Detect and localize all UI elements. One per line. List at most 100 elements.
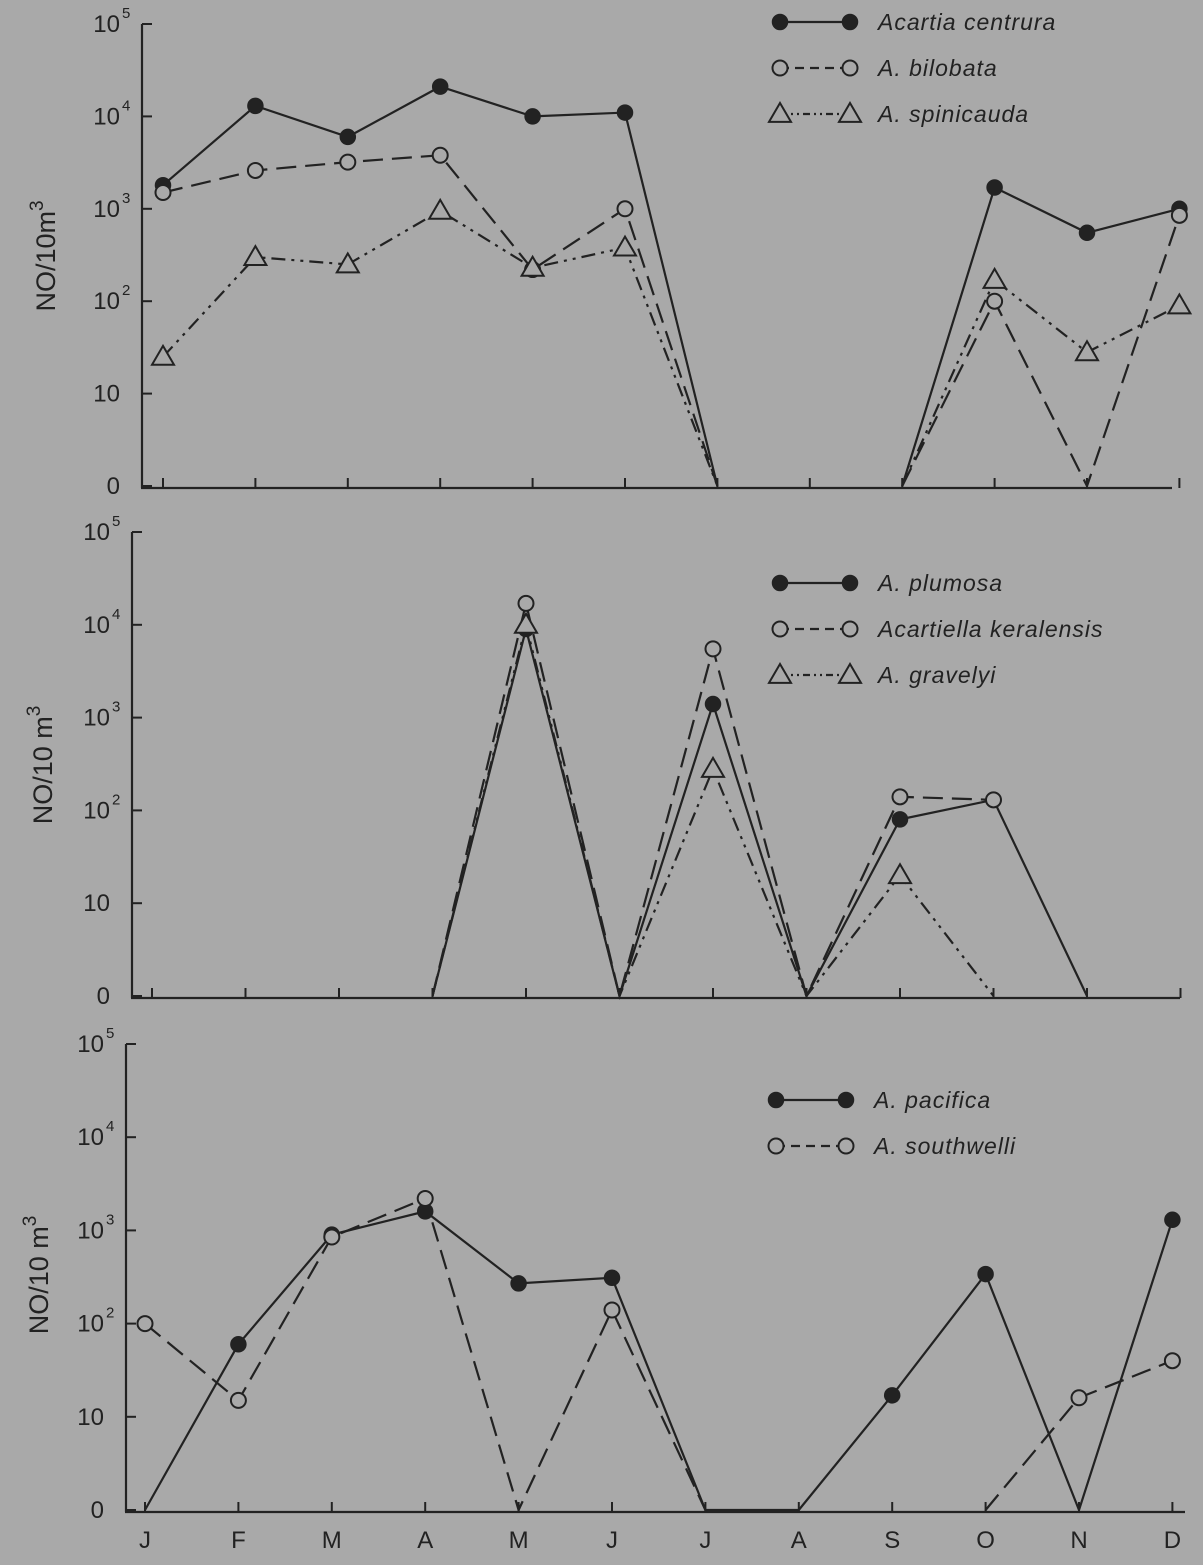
y-tick-exponent: 3 xyxy=(122,190,130,207)
y-tick-exponent: 5 xyxy=(106,1025,114,1042)
y-tick-exponent: 2 xyxy=(122,282,130,299)
legend-marker xyxy=(771,574,789,592)
legend-marker xyxy=(771,59,789,77)
data-point xyxy=(335,251,361,274)
data-point xyxy=(985,791,1002,809)
series-line xyxy=(901,214,1181,489)
y-tick-label: 0 xyxy=(97,983,110,1010)
data-point xyxy=(431,78,449,95)
legend-marker xyxy=(841,620,859,638)
x-tick-label: O xyxy=(976,1527,995,1554)
legend-item: A. spinicauda xyxy=(767,101,1028,127)
legend-marker xyxy=(841,574,859,592)
legend-label: Acartia centrura xyxy=(876,9,1056,35)
series-a-spinicauda xyxy=(150,197,1193,487)
legend-item: Acartia centrura xyxy=(771,9,1056,35)
data-point xyxy=(416,1189,434,1207)
data-point xyxy=(242,244,269,267)
data-point xyxy=(519,254,546,277)
y-tick-exponent: 4 xyxy=(112,606,120,623)
x-tick-label: N xyxy=(1070,1527,1087,1554)
data-point xyxy=(1164,1211,1181,1229)
data-point xyxy=(513,611,539,634)
y-tick-label: 10 xyxy=(83,797,110,824)
series-a-bilobata xyxy=(154,146,1188,489)
y-tick-label: 10 xyxy=(83,705,110,732)
data-point xyxy=(1078,224,1096,242)
y-axis-label: NO/10m3 xyxy=(27,200,61,311)
y-tick-exponent: 2 xyxy=(106,1305,114,1322)
y-tick-exponent: 4 xyxy=(106,1118,114,1135)
legend-label: A. gravelyi xyxy=(876,662,996,688)
legend-label: A. plumosa xyxy=(876,570,1003,596)
y-axis-label: NO/10 m3 xyxy=(24,706,58,825)
y-tick-exponent: 2 xyxy=(112,791,120,808)
x-tick-label: D xyxy=(1164,1527,1181,1554)
legend-label: A. pacifica xyxy=(872,1087,991,1113)
x-tick-label: S xyxy=(884,1527,900,1554)
series-line xyxy=(901,185,1180,487)
y-tick-label: 10 xyxy=(93,288,120,315)
x-tick-label: J xyxy=(139,1527,151,1554)
data-point xyxy=(704,640,722,658)
data-point xyxy=(883,1387,901,1404)
y-tick-label: 10 xyxy=(77,1217,104,1244)
legend-marker xyxy=(771,620,789,638)
legend-marker xyxy=(837,1137,855,1155)
data-point xyxy=(154,184,172,202)
x-tick-label: J xyxy=(606,1527,618,1554)
y-tick-label: 10 xyxy=(83,890,110,917)
legend-item: Acartiella keralensis xyxy=(771,616,1104,642)
data-point xyxy=(986,292,1004,310)
data-point xyxy=(1163,1352,1181,1370)
data-point xyxy=(247,97,264,115)
legend-label: A. bilobata xyxy=(876,55,998,81)
series-line xyxy=(431,628,1088,1000)
data-point xyxy=(229,1391,247,1409)
data-point xyxy=(150,343,176,366)
legend-item: A. gravelyi xyxy=(767,662,996,688)
y-tick-label: 10 xyxy=(83,612,110,639)
data-point xyxy=(891,788,909,806)
data-point xyxy=(510,1275,527,1292)
legend-marker xyxy=(771,13,789,31)
y-tick-label: 10 xyxy=(93,381,120,408)
data-point xyxy=(603,1269,621,1287)
y-tick-label: 0 xyxy=(91,1497,104,1524)
y-tick-label: 10 xyxy=(93,103,120,130)
y-tick-exponent: 5 xyxy=(112,513,120,530)
y-tick-label: 10 xyxy=(77,1311,104,1338)
legend-marker xyxy=(837,662,863,684)
x-tick-label: F xyxy=(231,1527,246,1554)
data-point xyxy=(616,200,634,218)
legend-marker xyxy=(767,101,793,123)
data-point xyxy=(339,153,357,171)
data-point xyxy=(704,695,722,713)
y-tick-label: 10 xyxy=(93,196,120,223)
data-point xyxy=(700,755,726,778)
data-point xyxy=(431,146,449,164)
data-point xyxy=(1166,292,1193,315)
y-tick-label: 10 xyxy=(77,1404,104,1431)
y-tick-exponent: 5 xyxy=(122,5,130,22)
data-point xyxy=(887,862,913,885)
series-a-southwelli xyxy=(136,1189,1181,1514)
x-tick-label: A xyxy=(791,1527,807,1554)
data-point xyxy=(612,234,638,257)
data-point xyxy=(603,1301,621,1319)
y-tick-exponent: 3 xyxy=(112,699,120,716)
legend-label: Acartiella keralensis xyxy=(876,616,1104,642)
legend-marker xyxy=(841,13,859,31)
legend-label: A. southwelli xyxy=(872,1133,1016,1159)
y-tick-exponent: 3 xyxy=(106,1211,114,1228)
data-point xyxy=(1170,206,1188,224)
data-point xyxy=(986,179,1003,196)
legend-marker xyxy=(767,1137,785,1155)
legend-marker xyxy=(837,101,863,123)
legend-item: A. pacifica xyxy=(767,1087,991,1113)
data-point xyxy=(517,594,535,612)
